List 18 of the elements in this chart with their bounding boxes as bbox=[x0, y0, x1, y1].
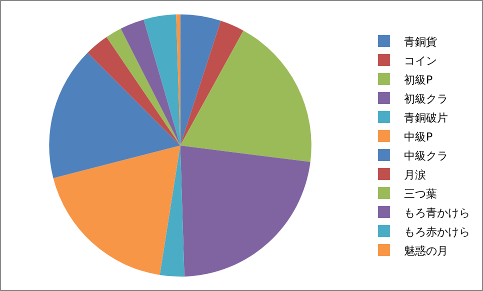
legend-label: 魅惑の月 bbox=[404, 244, 448, 258]
legend-label: 青銅貨 bbox=[404, 35, 437, 48]
pie-slice bbox=[120, 20, 180, 146]
pie-slice bbox=[180, 146, 310, 277]
legend-label: もろ赤かけら bbox=[404, 225, 470, 238]
legend-label: もろ青かけら bbox=[404, 206, 470, 220]
legend-label: コイン bbox=[404, 54, 437, 68]
pie-slice bbox=[49, 52, 180, 178]
pie-slice bbox=[53, 146, 180, 276]
legend-label: 青銅破片 bbox=[404, 111, 448, 124]
legend-label: 月涙 bbox=[404, 168, 426, 182]
legend-label: 初級P bbox=[404, 73, 433, 86]
legend-label: 中級P bbox=[404, 130, 433, 144]
legend-label: 中級クラ bbox=[404, 149, 448, 162]
pie-slice bbox=[180, 14, 221, 146]
legend-label: 初級クラ bbox=[404, 92, 448, 106]
legend-label: 三つ葉 bbox=[404, 187, 437, 200]
pie-slice bbox=[176, 14, 180, 146]
